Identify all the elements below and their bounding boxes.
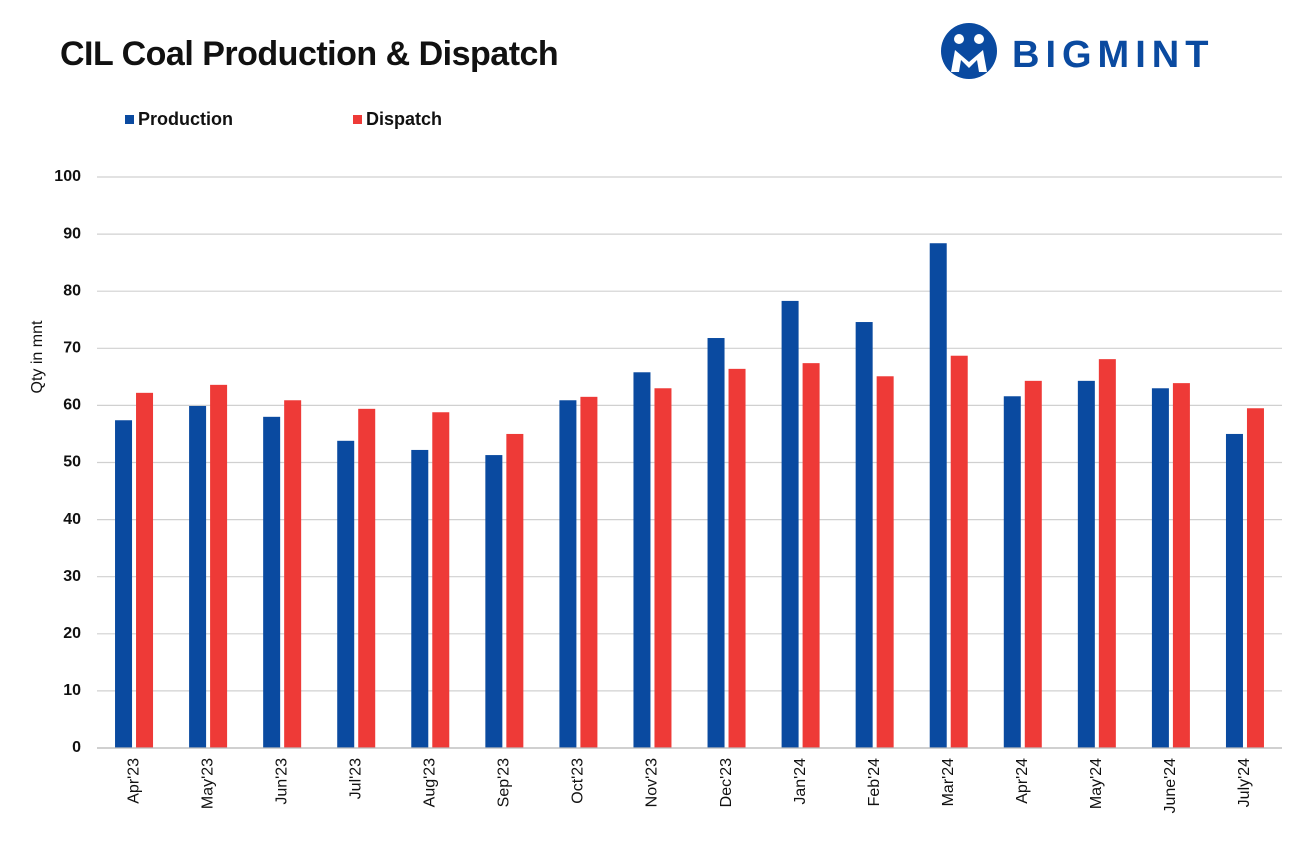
y-tick-label: 100 xyxy=(54,168,81,185)
bar xyxy=(1246,408,1264,748)
y-tick-label: 30 xyxy=(63,568,81,585)
x-tick-label: Jul'23 xyxy=(347,758,364,799)
bar xyxy=(189,405,207,748)
bar xyxy=(411,449,429,748)
legend-swatch xyxy=(125,115,134,124)
bar xyxy=(1024,380,1042,748)
brand: BIGMINT xyxy=(1012,34,1214,76)
bar xyxy=(337,440,355,748)
y-tick-label: 70 xyxy=(63,340,81,357)
bar xyxy=(1003,396,1021,748)
y-tick-label: 40 xyxy=(63,511,81,528)
chart-title: CIL Coal Production & Dispatch xyxy=(60,35,558,73)
bar xyxy=(855,322,873,748)
y-tick-label: 0 xyxy=(72,739,81,756)
y-tick-label: 60 xyxy=(63,397,81,414)
legend-label: Production xyxy=(138,109,233,129)
x-tick-label: Apr'23 xyxy=(125,758,142,804)
bar xyxy=(929,243,947,748)
bar xyxy=(1077,380,1095,748)
bar xyxy=(1225,433,1243,748)
bar xyxy=(1151,388,1169,748)
legend-label: Dispatch xyxy=(366,109,442,129)
bar xyxy=(728,368,746,748)
bar xyxy=(136,392,154,748)
x-tick-label: Jan'24 xyxy=(792,758,809,805)
bar xyxy=(580,396,598,748)
bar xyxy=(210,384,228,748)
y-tick-label: 50 xyxy=(63,454,81,471)
bar xyxy=(654,388,672,748)
bar xyxy=(485,455,503,748)
x-tick-label: July'24 xyxy=(1236,758,1253,807)
x-tick-label: Dec'23 xyxy=(718,758,735,807)
bar xyxy=(432,412,450,748)
legend-swatch xyxy=(353,115,362,124)
x-tick-label: Aug'23 xyxy=(422,758,439,807)
bar xyxy=(950,355,968,748)
bar xyxy=(263,416,281,748)
bar xyxy=(284,400,302,748)
bar xyxy=(802,363,820,748)
bar xyxy=(1098,359,1116,748)
bar xyxy=(115,420,133,748)
bar xyxy=(506,433,524,748)
bar xyxy=(1172,383,1190,748)
y-tick-label: 80 xyxy=(63,282,81,299)
x-tick-label: June'24 xyxy=(1162,758,1179,814)
x-tick-label: Apr'24 xyxy=(1014,758,1031,804)
y-axis-label: Qty in mnt xyxy=(29,320,46,393)
bar xyxy=(707,338,725,748)
bar xyxy=(358,408,376,748)
bar xyxy=(559,400,577,748)
x-tick-label: Feb'24 xyxy=(866,758,883,807)
bar xyxy=(781,300,799,748)
y-tick-label: 20 xyxy=(63,625,81,642)
x-tick-label: May'23 xyxy=(199,758,216,809)
bar xyxy=(633,372,651,748)
x-tick-label: Mar'24 xyxy=(940,758,957,807)
x-tick-label: May'24 xyxy=(1088,758,1105,809)
x-tick-label: Sep'23 xyxy=(496,758,513,807)
y-tick-label: 10 xyxy=(63,682,81,699)
x-tick-label: Nov'23 xyxy=(644,758,661,807)
y-tick-label: 90 xyxy=(63,225,81,242)
x-tick-label: Jun'23 xyxy=(273,758,290,805)
bar xyxy=(876,376,894,748)
logo xyxy=(941,23,997,79)
x-tick-label: Oct'23 xyxy=(570,758,587,804)
